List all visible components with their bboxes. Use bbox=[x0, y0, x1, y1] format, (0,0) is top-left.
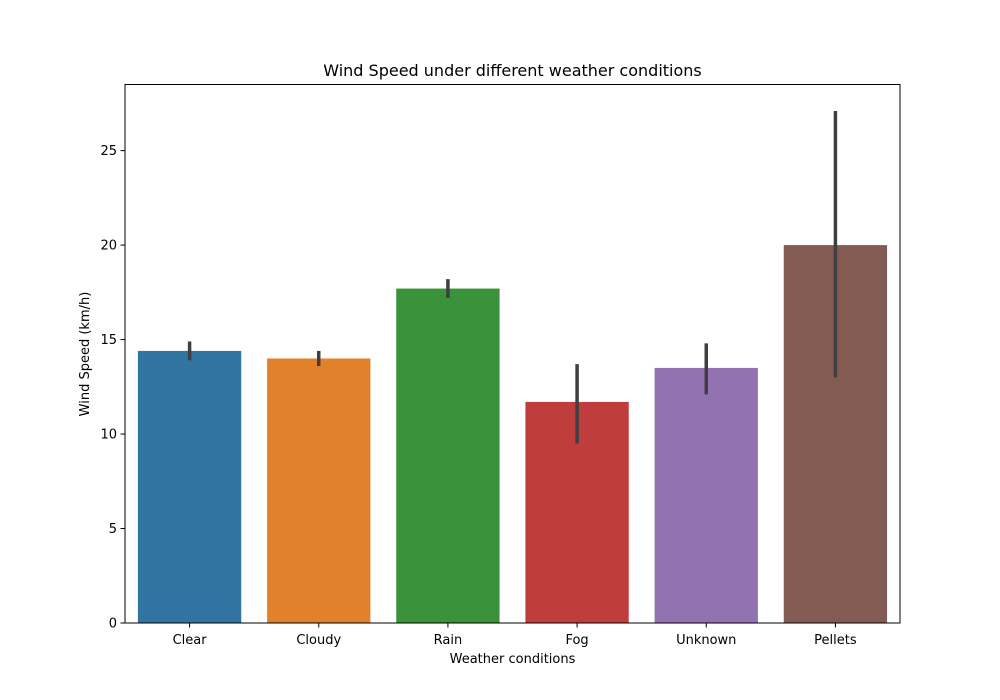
y-tick-label: 20 bbox=[100, 239, 117, 254]
bar-cloudy bbox=[267, 358, 371, 623]
y-tick-label: 10 bbox=[100, 428, 117, 443]
x-tick-label: Pellets bbox=[814, 633, 857, 648]
bar-unknown bbox=[654, 367, 758, 623]
y-tick-label: 25 bbox=[100, 144, 117, 159]
y-tick-label: 5 bbox=[109, 522, 117, 537]
bars-group bbox=[137, 245, 888, 623]
x-tick-label: Unknown bbox=[676, 633, 736, 648]
x-tick-label: Fog bbox=[565, 633, 588, 648]
error-bars-group bbox=[187, 110, 838, 444]
x-axis: Clear Cloudy Rain Fog Unknown Pellets bbox=[173, 623, 857, 648]
bar-clear bbox=[137, 350, 242, 623]
y-tick-label: 0 bbox=[109, 617, 117, 632]
bar-rain bbox=[396, 288, 500, 623]
y-tick-label: 15 bbox=[100, 333, 117, 348]
x-tick-label: Rain bbox=[434, 633, 463, 648]
y-axis-label: Wind Speed (km/h) bbox=[78, 292, 93, 417]
y-axis: 0 5 10 15 20 25 bbox=[100, 144, 125, 632]
plot-frame bbox=[124, 84, 901, 624]
x-tick-label: Clear bbox=[173, 633, 208, 648]
x-tick-label: Cloudy bbox=[296, 633, 341, 648]
x-axis-label: Weather conditions bbox=[450, 652, 576, 667]
chart-title: Wind Speed under different weather condi… bbox=[323, 61, 702, 80]
